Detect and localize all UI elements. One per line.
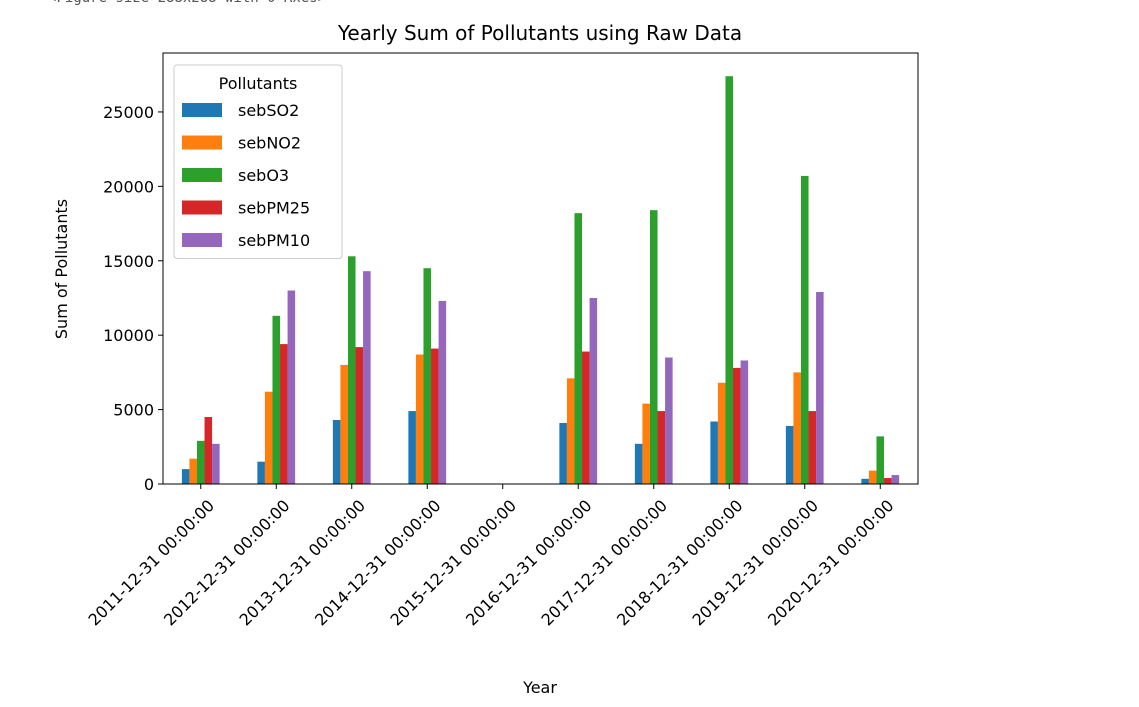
bar bbox=[363, 271, 371, 484]
y-tick-label: 25000 bbox=[103, 103, 154, 122]
bar bbox=[733, 367, 741, 484]
bar bbox=[574, 213, 583, 485]
x-tick-label: 2020-12-31 00:00:00 bbox=[764, 496, 898, 630]
y-tick-label: 15000 bbox=[103, 252, 154, 271]
legend-swatch bbox=[182, 233, 222, 247]
bar bbox=[665, 357, 673, 484]
x-tick-label: 2011-12-31 00:00:00 bbox=[84, 496, 218, 630]
x-tick-label: 2014-12-31 00:00:00 bbox=[311, 496, 445, 630]
x-tick-label: 2016-12-31 00:00:00 bbox=[462, 496, 596, 630]
bar bbox=[287, 290, 296, 484]
bar bbox=[649, 210, 658, 484]
bar bbox=[868, 470, 877, 484]
legend-label: sebSO2 bbox=[238, 101, 299, 120]
x-tick-label: 2013-12-31 00:00:00 bbox=[235, 496, 369, 630]
bar bbox=[717, 382, 726, 484]
legend-swatch bbox=[182, 200, 222, 215]
bar bbox=[272, 315, 281, 484]
bar bbox=[332, 420, 341, 484]
y-tick-label: 5000 bbox=[113, 401, 154, 420]
y-tick-label: 0 bbox=[144, 475, 154, 494]
x-axis-label: Year bbox=[522, 678, 557, 697]
bar bbox=[891, 475, 900, 484]
legend-title: Pollutants bbox=[219, 74, 298, 93]
bar bbox=[559, 422, 567, 484]
bar bbox=[408, 411, 416, 484]
bar bbox=[347, 256, 356, 484]
bar bbox=[589, 297, 598, 484]
bar bbox=[212, 443, 220, 484]
bar bbox=[196, 440, 205, 484]
legend-box bbox=[173, 64, 343, 259]
bar bbox=[725, 76, 734, 484]
x-tick-label: 2018-12-31 00:00:00 bbox=[613, 496, 747, 630]
plot-frame bbox=[162, 52, 919, 485]
bar bbox=[204, 417, 213, 484]
legend-label: sebNO2 bbox=[238, 134, 301, 153]
legend-swatch bbox=[182, 168, 222, 182]
bar bbox=[566, 378, 575, 484]
bar bbox=[785, 425, 794, 484]
chart-title: Yearly Sum of Pollutants using Raw Data bbox=[337, 21, 742, 45]
bar bbox=[264, 391, 273, 484]
bar bbox=[634, 443, 643, 484]
x-tick-label: 2017-12-31 00:00:00 bbox=[537, 496, 671, 630]
legend-label: sebO3 bbox=[238, 166, 289, 185]
bar bbox=[800, 175, 809, 485]
x-tick-label: 2019-12-31 00:00:00 bbox=[688, 496, 822, 630]
x-tick-label: 2015-12-31 00:00:00 bbox=[386, 496, 520, 630]
bar bbox=[740, 360, 749, 484]
bar bbox=[884, 478, 892, 484]
bar bbox=[189, 458, 197, 484]
x-tick-label: 2012-12-31 00:00:00 bbox=[160, 496, 294, 630]
bar bbox=[876, 436, 885, 484]
y-tick-label: 20000 bbox=[103, 177, 154, 196]
y-tick-label: 10000 bbox=[103, 326, 154, 345]
legend-label: sebPM25 bbox=[238, 199, 310, 218]
bar bbox=[710, 421, 718, 484]
bar bbox=[355, 347, 364, 484]
bar bbox=[181, 469, 190, 484]
bar bbox=[861, 478, 869, 484]
y-axis-label: Sum of Pollutants bbox=[52, 199, 71, 339]
output-text: <Figure size 288x288 with 0 Axes> bbox=[48, 0, 326, 6]
bar bbox=[657, 411, 666, 484]
bar bbox=[280, 344, 288, 484]
bar bbox=[793, 372, 801, 484]
bar bbox=[816, 292, 824, 484]
bar bbox=[340, 364, 348, 484]
legend-swatch bbox=[182, 135, 222, 150]
bar bbox=[423, 268, 432, 484]
bar bbox=[431, 348, 439, 484]
bar bbox=[415, 354, 424, 484]
bar bbox=[642, 403, 650, 484]
bar bbox=[808, 411, 817, 484]
bar bbox=[257, 461, 265, 484]
bar bbox=[438, 300, 447, 484]
legend-label: sebPM10 bbox=[238, 231, 310, 250]
legend-swatch bbox=[182, 103, 222, 117]
bar bbox=[582, 351, 590, 484]
